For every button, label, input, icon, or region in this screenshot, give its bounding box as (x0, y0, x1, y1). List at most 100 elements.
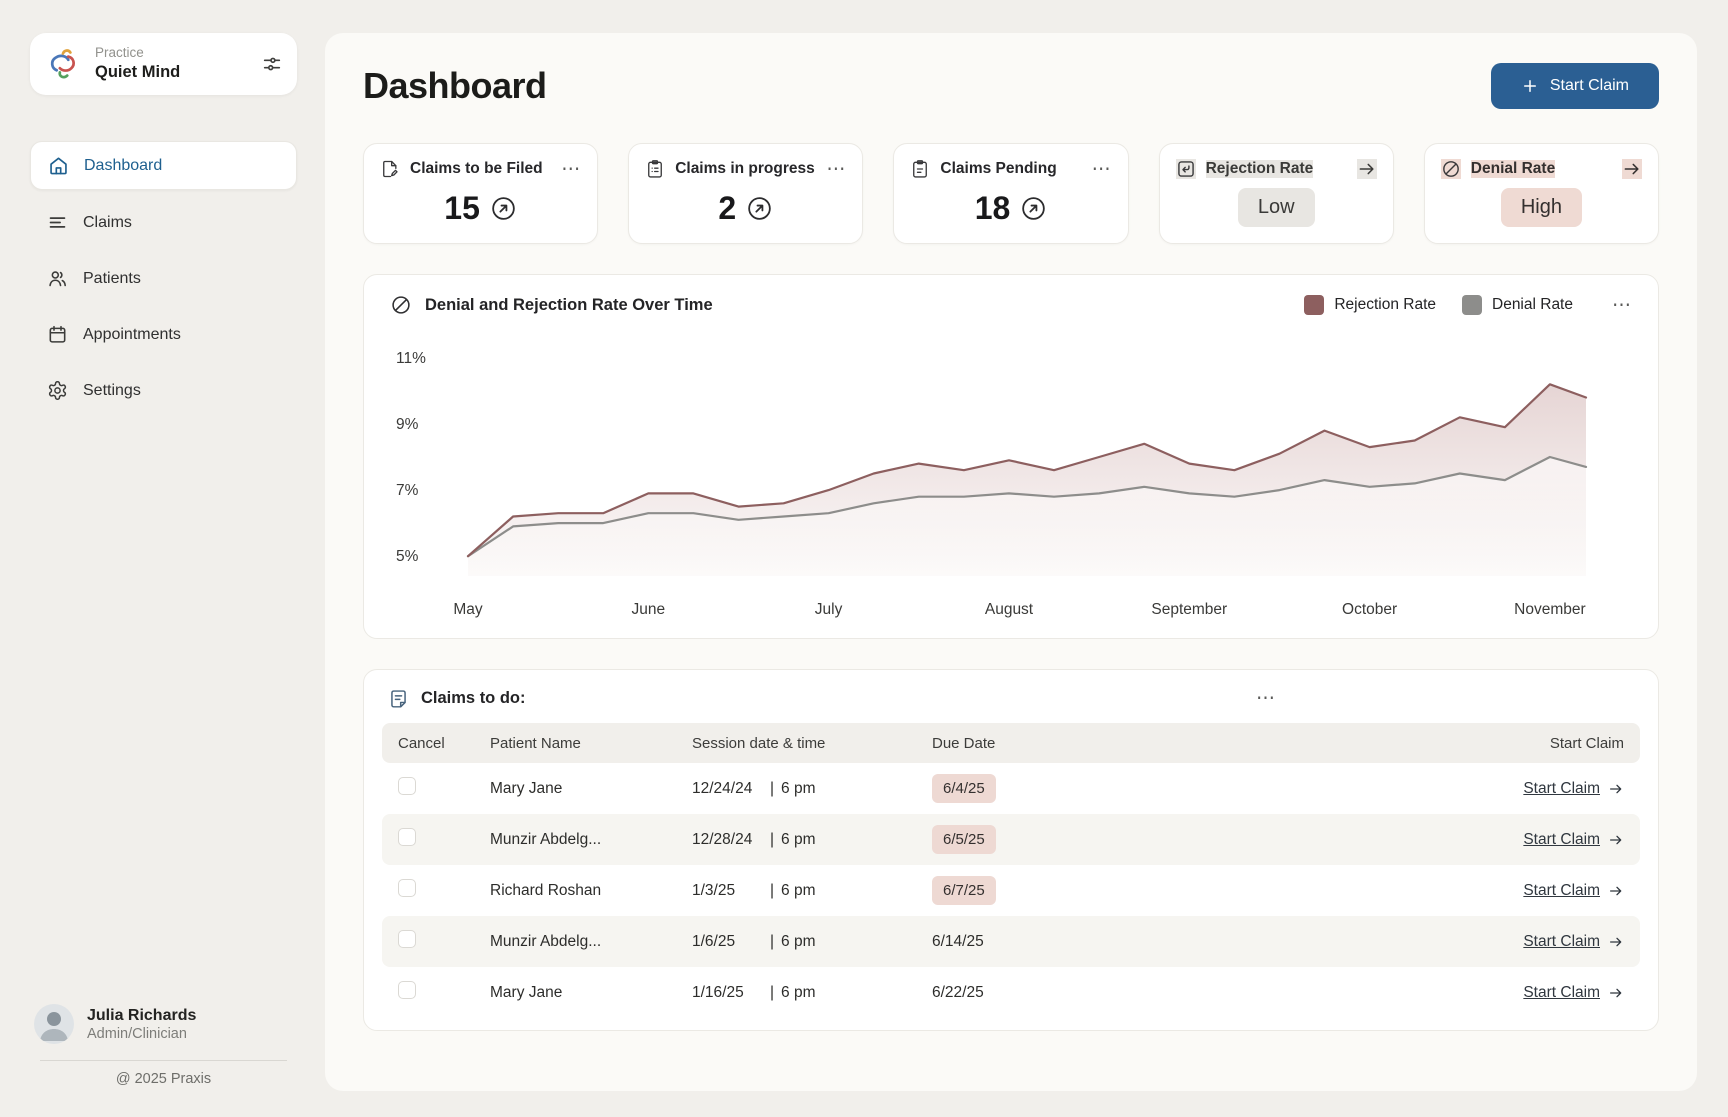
svg-text:July: July (815, 601, 843, 618)
users-icon (47, 268, 68, 289)
circle-slash-icon (390, 294, 412, 316)
sidebar-item-claims[interactable]: Claims (30, 199, 297, 246)
right-arrow-icon (1608, 985, 1624, 1001)
sidebar-item-patients[interactable]: Patients (30, 255, 297, 302)
stat-label: Denial Rate (1470, 160, 1556, 178)
open-arrow-icon[interactable] (746, 195, 773, 222)
practice-label: Practice (95, 45, 144, 61)
cancel-checkbox[interactable] (398, 828, 416, 846)
stats-row: Claims to be Filed ⋯ 15 (363, 143, 1659, 244)
right-arrow-icon (1608, 781, 1624, 797)
due-date-badge: 6/7/25 (932, 876, 996, 905)
cancel-checkbox[interactable] (398, 930, 416, 948)
column-header-patient-name: Patient Name (490, 734, 581, 752)
patient-name: Munzir Abdelg... (490, 932, 602, 950)
cancel-checkbox[interactable] (398, 879, 416, 897)
open-arrow-icon[interactable] (1020, 195, 1047, 222)
patient-name: Mary Jane (490, 983, 563, 1001)
user-role: Admin/Clinician (87, 1026, 187, 1042)
practice-switcher[interactable]: Practice Quiet Mind (30, 33, 297, 95)
patient-name: Mary Jane (490, 779, 563, 797)
right-arrow-icon[interactable] (1621, 159, 1642, 179)
sidebar-item-label: Appointments (83, 325, 181, 343)
right-arrow-icon[interactable] (1356, 159, 1377, 179)
session-datetime: 1/3/25 | 6 pm (692, 881, 816, 899)
page-title: Dashboard (363, 65, 547, 106)
legend-label: Denial Rate (1492, 296, 1573, 313)
legend-swatch (1462, 295, 1482, 315)
start-claim-link-label: Start Claim (1523, 983, 1600, 1001)
due-date-badge: 6/5/25 (932, 825, 996, 854)
sliders-icon[interactable] (261, 53, 283, 75)
practice-logo-icon (42, 43, 84, 85)
session-datetime: 12/28/24 | 6 pm (692, 830, 816, 848)
svg-text:August: August (985, 601, 1034, 618)
open-arrow-icon[interactable] (490, 195, 517, 222)
due-date-badge: 6/4/25 (932, 774, 996, 803)
more-menu-icon[interactable]: ⋯ (561, 158, 582, 180)
main-header: Dashboard Start Claim (363, 63, 1659, 109)
more-menu-icon[interactable]: ⋯ (1091, 158, 1112, 180)
sidebar-item-label: Patients (83, 269, 141, 287)
start-claim-link[interactable]: Start Claim (1523, 933, 1624, 951)
more-menu-icon[interactable]: ⋯ (1612, 294, 1632, 316)
start-claim-link[interactable]: Start Claim (1523, 882, 1624, 900)
calendar-icon (47, 324, 68, 345)
claims-to-do-card: Claims to do: ⋯ Cancel Patient Name Sess… (363, 669, 1659, 1031)
right-arrow-icon (1608, 883, 1624, 899)
status-badge-high: High (1500, 188, 1582, 227)
svg-text:September: September (1151, 601, 1227, 618)
stat-value: 15 (444, 190, 480, 226)
cancel-checkbox[interactable] (398, 777, 416, 795)
sidebar-item-dashboard[interactable]: Dashboard (30, 141, 297, 190)
footer-divider (40, 1060, 287, 1061)
column-header-session: Session date & time (692, 734, 826, 752)
table-row: Munzir Abdelg... 12/28/24 | 6 pm 6/5/25 St… (382, 814, 1640, 865)
stat-label: Rejection Rate (1205, 160, 1314, 178)
plus-icon (1521, 77, 1539, 95)
stat-value: 18 (974, 190, 1011, 226)
table-row: Richard Roshan 1/3/25 | 6 pm 6/7/25 Start … (382, 865, 1640, 916)
session-datetime: 12/24/24 | 6 pm (692, 779, 816, 797)
sidebar-item-appointments[interactable]: Appointments (30, 311, 297, 358)
sidebar-item-settings[interactable]: Settings (30, 367, 297, 414)
column-header-due-date: Due Date (932, 734, 996, 752)
start-claim-button-label: Start Claim (1549, 77, 1629, 94)
practice-name: Quiet Mind (95, 63, 181, 82)
legend-label: Rejection Rate (1334, 296, 1436, 313)
status-badge-low: Low (1237, 188, 1315, 227)
table-header-row: Cancel Patient Name Session date & time … (382, 723, 1640, 763)
main-panel: Dashboard Start Claim Claims to be Filed… (325, 33, 1697, 1091)
stat-label: Claims to be Filed (410, 160, 543, 177)
sidebar-nav: Dashboard Claims Patients (30, 141, 297, 414)
more-menu-icon[interactable]: ⋯ (826, 158, 847, 180)
more-menu-icon[interactable]: ⋯ (1256, 688, 1276, 709)
svg-text:5%: 5% (396, 548, 419, 565)
avatar[interactable] (34, 1004, 74, 1044)
due-date: 6/22/25 (932, 983, 984, 1001)
start-claim-link[interactable]: Start Claim (1523, 831, 1624, 849)
square-return-arrow-icon (1175, 159, 1196, 179)
start-claim-link[interactable]: Start Claim (1523, 780, 1624, 798)
legend-item-denial-rate: Denial Rate (1462, 295, 1573, 315)
cancel-checkbox[interactable] (398, 981, 416, 999)
start-claim-link-label: Start Claim (1523, 881, 1600, 899)
file-pen-icon (380, 159, 400, 179)
copyright: @ 2025 Praxis (115, 1071, 212, 1087)
svg-text:June: June (631, 601, 665, 618)
right-arrow-icon (1608, 934, 1624, 950)
stat-label: Claims Pending (940, 160, 1057, 177)
circle-slash-icon (1440, 159, 1461, 179)
svg-text:October: October (1342, 601, 1397, 618)
start-claim-button[interactable]: Start Claim (1490, 63, 1659, 109)
sidebar-item-label: Claims (83, 213, 132, 231)
home-icon (48, 155, 69, 176)
chart-title: Denial and Rejection Rate Over Time (425, 295, 713, 314)
right-arrow-icon (1608, 832, 1624, 848)
column-header-cancel: Cancel (398, 734, 445, 752)
start-claim-link[interactable]: Start Claim (1523, 984, 1624, 1002)
sidebar: Practice Quiet Mind Dashboard Claims (0, 0, 325, 1117)
svg-text:November: November (1514, 601, 1586, 618)
legend-swatch (1304, 295, 1325, 315)
table-row: Mary Jane 1/16/25 | 6 pm 6/22/25 Start Cla… (382, 967, 1640, 1018)
